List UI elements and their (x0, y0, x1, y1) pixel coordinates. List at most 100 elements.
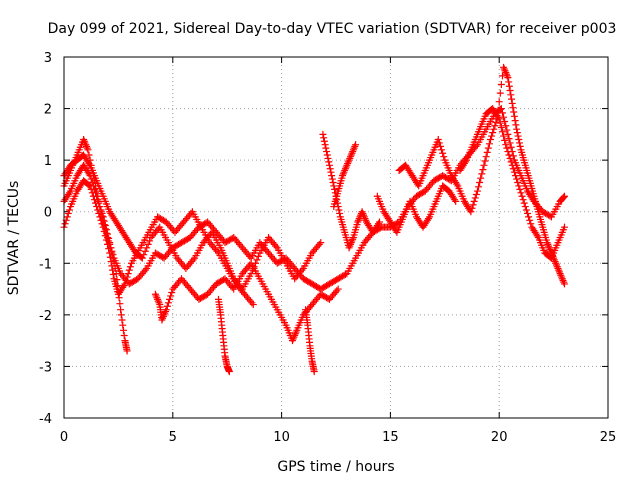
data-point (527, 220, 535, 228)
data-point (374, 220, 382, 228)
data-point (502, 122, 510, 130)
data-point (471, 194, 479, 202)
data-point (486, 136, 494, 144)
data-point (560, 280, 568, 288)
data-point (558, 273, 566, 281)
data-point (122, 276, 130, 284)
y-tick-label: -4 (39, 412, 52, 427)
data-point (315, 240, 323, 248)
data-point (560, 278, 568, 286)
data-point (81, 139, 89, 147)
data-point (512, 172, 520, 180)
data-point (160, 311, 168, 319)
data-point (361, 215, 369, 223)
data-point (520, 199, 528, 207)
data-point (505, 78, 513, 86)
data-point (291, 330, 299, 338)
data-point (189, 256, 197, 264)
data-point (434, 136, 442, 144)
data-point (502, 70, 510, 78)
data-point (440, 153, 448, 161)
data-point (339, 170, 347, 178)
data-point (65, 189, 73, 197)
data-point (85, 181, 93, 189)
data-point (100, 227, 108, 235)
data-point (492, 118, 500, 126)
data-point (329, 178, 337, 186)
data-point (123, 273, 131, 281)
data-point (557, 271, 565, 279)
x-tick-label: 25 (600, 430, 617, 445)
data-point (469, 201, 477, 209)
data-point (498, 109, 506, 117)
data-point (108, 262, 116, 270)
data-point (99, 223, 107, 231)
data-points (60, 63, 568, 376)
plot-frame (63, 56, 609, 419)
data-point (82, 141, 90, 149)
data-point (484, 144, 492, 152)
data-point (154, 297, 162, 305)
data-point (334, 285, 342, 293)
data-point (290, 333, 298, 341)
data-point (359, 209, 367, 217)
data-point (517, 189, 525, 197)
data-point (107, 258, 115, 266)
data-point (453, 180, 461, 188)
data-point (87, 185, 95, 193)
data-point (500, 65, 508, 73)
data-point (63, 213, 71, 221)
data-point (254, 252, 262, 260)
data-point (166, 295, 174, 303)
data-point (439, 149, 447, 157)
data-point (507, 143, 515, 151)
x-axis-label: GPS time / hours (277, 459, 394, 475)
data-point (83, 144, 91, 152)
data-point (88, 189, 96, 197)
data-point (323, 151, 331, 159)
y-tick-label: -3 (39, 360, 52, 375)
data-point (288, 337, 296, 345)
data-point (470, 197, 478, 205)
data-point (485, 140, 493, 148)
data-point (476, 178, 484, 186)
data-point (109, 270, 117, 278)
data-point (124, 270, 132, 278)
data-point (346, 242, 354, 250)
data-point (348, 149, 356, 157)
data-point (117, 306, 125, 314)
data-point (509, 104, 517, 112)
data-point (317, 239, 325, 247)
data-point (505, 135, 513, 143)
data-point (351, 142, 359, 150)
data-point (321, 141, 329, 149)
data-point (340, 168, 348, 176)
data-point (320, 137, 328, 145)
x-tick-label: 20 (491, 430, 508, 445)
data-point (125, 266, 133, 274)
data-point (101, 232, 109, 240)
data-point (143, 244, 151, 252)
data-point (551, 258, 559, 266)
data-point (515, 182, 523, 190)
data-point (341, 166, 349, 174)
data-point (117, 311, 125, 319)
data-point (161, 309, 169, 317)
data-point (328, 172, 336, 180)
data-point (64, 209, 72, 217)
data-point (556, 270, 564, 278)
data-point (503, 72, 511, 80)
data-point (86, 182, 94, 190)
y-tick-label: -1 (39, 257, 52, 272)
data-point (291, 331, 299, 339)
data-point (558, 275, 566, 283)
data-point (472, 191, 480, 199)
data-point (438, 146, 446, 154)
data-point (543, 239, 551, 247)
data-point (497, 105, 505, 113)
data-point (333, 287, 341, 295)
data-point (468, 204, 476, 212)
data-point (120, 331, 128, 339)
data-point (560, 192, 568, 200)
data-point (477, 174, 485, 182)
